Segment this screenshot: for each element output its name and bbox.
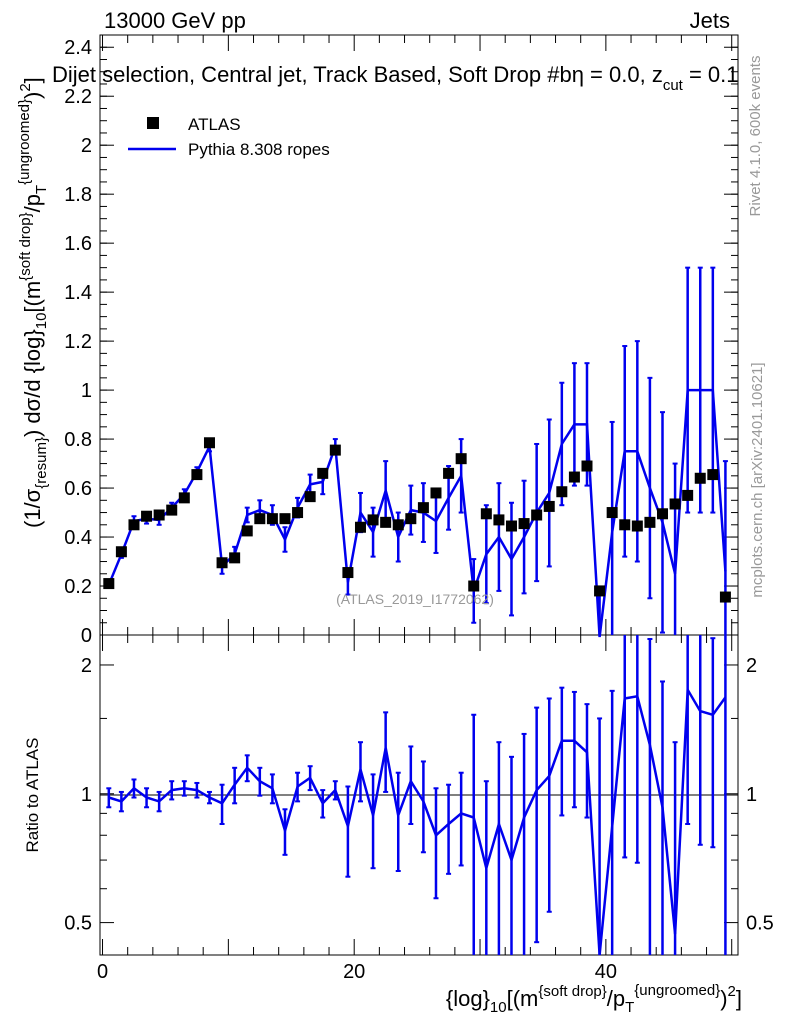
ratio-y-tick-label-right: 2 xyxy=(746,655,757,677)
x-tick-label: 0 xyxy=(97,961,108,983)
atlas-data-point xyxy=(115,546,127,558)
main-y-tick-label: 0.4 xyxy=(64,527,92,549)
atlas-data-point xyxy=(266,513,278,525)
main-y-tick-label: 2.4 xyxy=(64,37,92,59)
atlas-data-point xyxy=(480,508,492,520)
atlas-data-point xyxy=(543,500,555,512)
atlas-data-point xyxy=(153,509,165,521)
atlas-data-point xyxy=(455,453,467,465)
atlas-data-point xyxy=(342,567,354,579)
atlas-data-point xyxy=(556,486,568,498)
axis-tick-labels: 0 0.2 0.4 0.6 0.8 1 1.2 1.4 1.6 1.8 2 2.2 2.4 0.5 0.5 1… xyxy=(64,37,774,983)
ratio-y-tick-label: 2 xyxy=(81,655,92,677)
main-y-tick-label: 1.8 xyxy=(64,184,92,206)
atlas-data-point xyxy=(430,487,442,499)
atlas-data-point xyxy=(141,510,153,522)
atlas-data-point xyxy=(292,507,304,519)
atlas-data-point xyxy=(354,521,366,533)
atlas-data-point xyxy=(669,498,681,510)
axis-ticks xyxy=(100,34,738,955)
legend-atlas-marker xyxy=(147,117,159,129)
mcplots-label: mcplots.cern.ch [arXiv:2401.10621] xyxy=(749,362,766,597)
atlas-data-point xyxy=(178,492,190,504)
atlas-data-point xyxy=(166,504,178,516)
atlas-data-point xyxy=(644,516,656,528)
main-y-tick-label: 0 xyxy=(81,625,92,647)
atlas-data-point xyxy=(719,591,731,603)
atlas-data-point xyxy=(581,460,593,472)
atlas-data-point xyxy=(229,552,241,564)
main-y-tick-label: 0.6 xyxy=(64,478,92,500)
atlas-data-point xyxy=(619,519,631,531)
atlas-data-point xyxy=(216,557,228,569)
atlas-data-point xyxy=(103,578,115,590)
main-y-tick-label: 2.2 xyxy=(64,86,92,108)
atlas-data-point xyxy=(568,471,580,483)
atlas-data-point xyxy=(656,508,668,520)
atlas-data-markers xyxy=(103,437,731,603)
atlas-data-point xyxy=(594,585,606,597)
atlas-data-point xyxy=(128,519,140,531)
ratio-series-line xyxy=(108,685,727,956)
ratio-y-tick-label-right: 0.5 xyxy=(746,913,774,935)
atlas-data-point xyxy=(707,469,719,481)
atlas-data-point xyxy=(304,491,316,503)
atlas-data-point xyxy=(531,509,543,521)
atlas-data-point xyxy=(191,469,203,481)
ratio-y-axis-label: Ratio to ATLAS xyxy=(23,738,42,853)
legend-atlas-label: ATLAS xyxy=(188,115,241,134)
x-tick-label: 40 xyxy=(595,961,617,983)
header-left: 13000 GeV pp xyxy=(104,8,246,33)
ratio-y-tick-label-right: 1 xyxy=(746,784,757,806)
main-y-tick-label: 1.2 xyxy=(64,331,92,353)
main-y-tick-label: 0.2 xyxy=(64,576,92,598)
chart-title: Dijet selection, Central jet, Track Base… xyxy=(52,62,739,94)
atlas-data-point xyxy=(203,437,215,449)
atlas-data-point xyxy=(405,513,417,525)
atlas-data-point xyxy=(505,520,517,532)
atlas-data-point xyxy=(443,467,455,479)
atlas-data-point xyxy=(606,507,618,519)
x-axis-label: {log}10[(m{soft drop}/pT{ungroomed})2] xyxy=(446,982,742,1016)
header-right: Jets xyxy=(690,8,730,33)
atlas-data-point xyxy=(392,519,404,531)
atlas-data-point xyxy=(380,516,392,528)
main-y-tick-label: 2 xyxy=(81,135,92,157)
main-y-tick-label: 1 xyxy=(81,380,92,402)
atlas-data-point xyxy=(682,489,694,501)
atlas-data-point xyxy=(417,502,429,514)
x-tick-label: 20 xyxy=(343,961,365,983)
atlas-data-point xyxy=(279,513,291,525)
atlas-data-point xyxy=(254,513,266,525)
atlas-data-point xyxy=(493,514,505,526)
mc-series-line xyxy=(107,388,727,638)
atlas-data-point xyxy=(518,518,530,530)
analysis-id: (ATLAS_2019_I1772062) xyxy=(336,591,494,607)
atlas-data-point xyxy=(367,514,379,526)
main-y-axis-label: (1/σ{resum}) dσ/d {log}10[(m{soft drop}/… xyxy=(16,77,50,528)
ratio-y-tick-label: 0.5 xyxy=(64,913,92,935)
atlas-data-point xyxy=(694,472,706,484)
atlas-data-point xyxy=(468,580,480,592)
main-y-tick-label: 1.4 xyxy=(64,282,92,304)
legend-mc-label: Pythia 8.308 ropes xyxy=(188,140,330,159)
rivet-version-label: Rivet 4.1.0, 600k events xyxy=(747,56,764,217)
atlas-data-point xyxy=(631,520,643,532)
ratio-y-tick-label: 1 xyxy=(81,784,92,806)
atlas-data-point xyxy=(329,444,341,456)
legend: ATLAS Pythia 8.308 ropes xyxy=(128,115,330,159)
main-y-tick-label: 0.8 xyxy=(64,429,92,451)
atlas-data-point xyxy=(241,525,253,537)
atlas-data-point xyxy=(317,467,329,479)
main-y-tick-label: 1.6 xyxy=(64,233,92,255)
